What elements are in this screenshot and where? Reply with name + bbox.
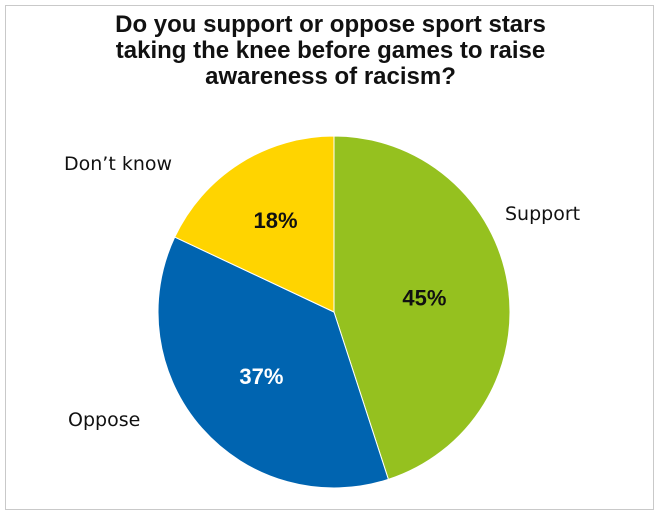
value-label-don-t-know: 18% [254, 208, 298, 233]
pie-slice-oppose [157, 236, 390, 489]
category-label-don-t-know: Don’t know [64, 153, 172, 175]
pie-slice-don-t-know [174, 135, 335, 313]
value-label-support: 45% [402, 286, 446, 311]
chart-title-line-3: awareness of racism? [205, 63, 456, 90]
category-label-support: Support [505, 203, 580, 225]
chart-title-line-2: taking the knee before games to raise [115, 37, 546, 64]
value-label-oppose: 37% [239, 364, 283, 389]
pie-slice-support [333, 135, 511, 481]
chart-title: Do you support or oppose sport stars tak… [0, 12, 661, 90]
chart-title-line-1: Do you support or oppose sport stars [115, 11, 546, 38]
category-label-oppose: Oppose [68, 409, 140, 431]
